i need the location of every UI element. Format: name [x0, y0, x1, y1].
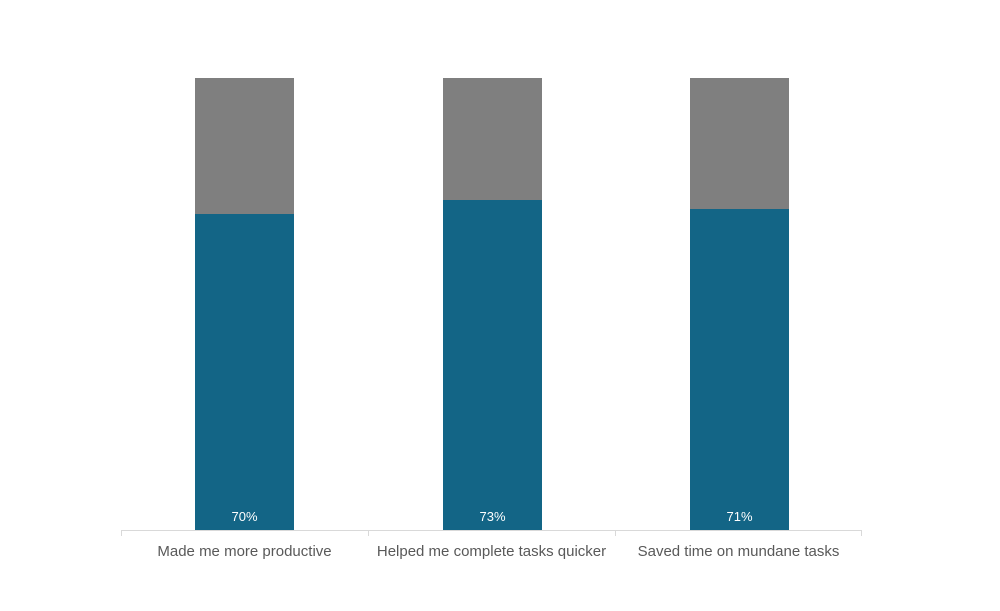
x-axis-line — [121, 530, 862, 531]
category-label: Helped me complete tasks quicker — [376, 543, 607, 560]
bar-helped-complete-tasks-quicker: 73% — [443, 78, 542, 530]
x-axis-tick — [368, 530, 369, 536]
x-axis-tick — [861, 530, 862, 536]
bar-segment-remainder — [443, 78, 542, 200]
x-axis-tick — [615, 530, 616, 536]
x-axis-tick — [121, 530, 122, 536]
bar-segment-remainder — [690, 78, 789, 209]
bar-segment-agree: 70% — [195, 214, 294, 530]
data-label: 71% — [726, 509, 753, 524]
data-label: 73% — [479, 509, 506, 524]
bar-segment-remainder — [195, 78, 294, 214]
category-label: Saved time on mundane tasks — [637, 543, 840, 560]
bar-made-me-more-productive: 70% — [195, 78, 294, 530]
bar-saved-time-mundane-tasks: 71% — [690, 78, 789, 530]
category-label: Made me more productive — [157, 543, 332, 560]
data-label: 70% — [231, 509, 258, 524]
bar-segment-agree: 73% — [443, 200, 542, 530]
bar-segment-agree: 71% — [690, 209, 789, 530]
